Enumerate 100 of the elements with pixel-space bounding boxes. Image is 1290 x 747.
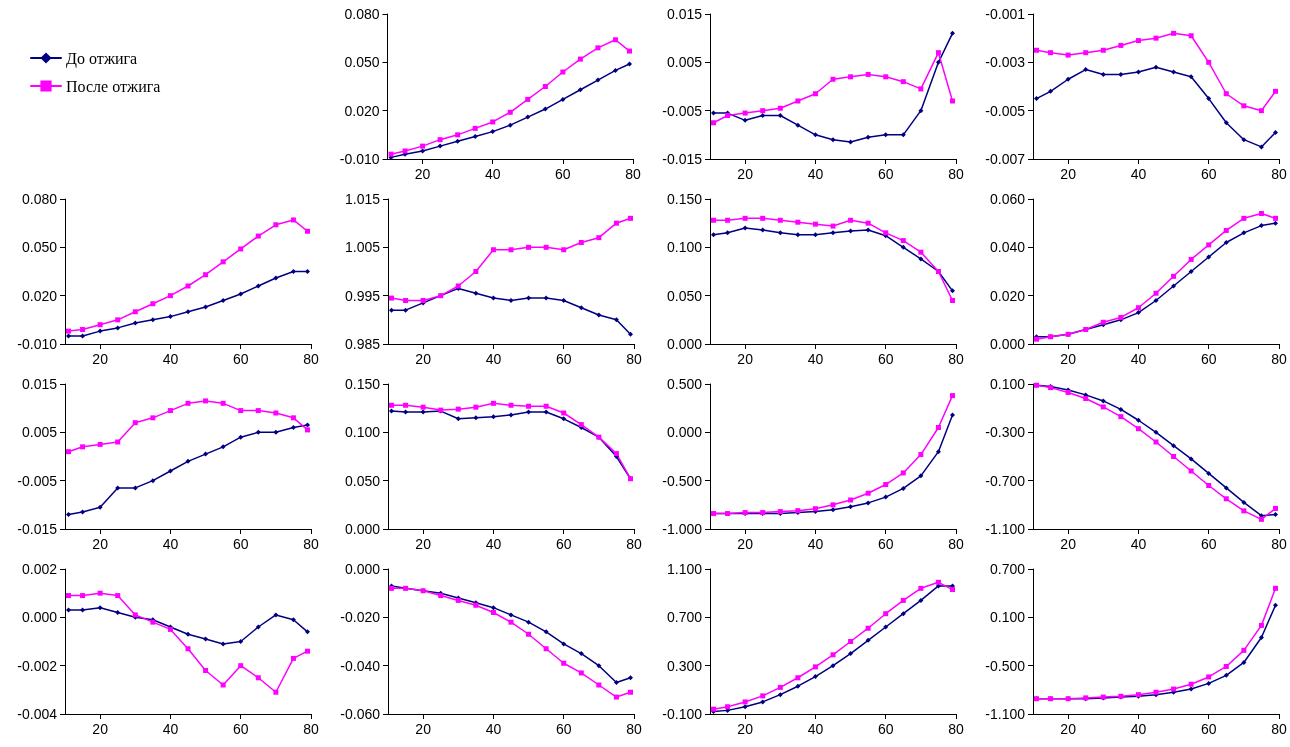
x-tick-label: 20	[92, 721, 109, 737]
x-tick-label: 60	[555, 536, 572, 552]
y-tick-label: 0.000	[666, 424, 703, 441]
y-tick-label: -0.005	[662, 102, 703, 119]
x-tick-label: 60	[1200, 166, 1217, 182]
y-tick-label: 0.080	[344, 6, 380, 22]
x-tick-label: 80	[625, 721, 642, 737]
x-tick-label: 80	[625, 351, 642, 367]
y-tick-label: -0.500	[984, 657, 1025, 674]
y-tick-label: 0.050	[344, 472, 380, 489]
y-tick-label: 0.050	[21, 239, 58, 256]
x-tick-label: 40	[1130, 166, 1146, 182]
y-tick-label: 0.002	[21, 561, 58, 577]
y-tick-label: 0.300	[666, 657, 703, 674]
x-tick-label: 40	[484, 166, 501, 182]
x-tick-label: 40	[162, 351, 179, 367]
x-tick-label: 60	[1200, 536, 1217, 552]
x-tick-label: 80	[1270, 351, 1287, 367]
y-tick-label: 0.150	[666, 191, 703, 207]
legend-label: До отжига	[66, 49, 138, 68]
x-tick-label: 60	[1200, 351, 1217, 367]
y-tick-label: 0.020	[21, 287, 58, 304]
x-tick-label: 40	[485, 536, 501, 552]
x-tick-label: 60	[555, 351, 572, 367]
y-tick-label: 0.700	[666, 609, 703, 626]
y-tick-label: -1.000	[662, 521, 703, 537]
y-tick-label: 0.050	[666, 287, 703, 304]
x-tick-label: 20	[414, 166, 431, 182]
x-tick-label: 80	[1270, 536, 1287, 552]
x-tick-label: 80	[303, 536, 319, 552]
x-tick-label: 80	[625, 536, 642, 552]
x-tick-label: 40	[1130, 351, 1146, 367]
y-tick-label: -1.100	[984, 706, 1025, 722]
x-tick-label: 60	[877, 536, 894, 552]
y-tick-label: 0.000	[666, 336, 703, 352]
y-tick-label: 0.995	[344, 287, 380, 304]
y-tick-label: -0.007	[984, 151, 1025, 167]
x-tick-label: 20	[414, 536, 431, 552]
y-tick-label: -0.015	[17, 521, 58, 537]
y-tick-label: 0.015	[21, 376, 58, 392]
y-tick-label: 1.015	[344, 191, 380, 207]
y-tick-label: 0.040	[989, 239, 1025, 256]
x-tick-label: 20	[737, 351, 754, 367]
y-tick-label: 0.060	[989, 191, 1025, 207]
y-tick-label: -0.040	[339, 657, 380, 674]
y-tick-label: 0.985	[344, 336, 380, 352]
x-tick-label: 60	[232, 721, 249, 737]
x-tick-label: 40	[807, 351, 824, 367]
y-tick-label: -0.700	[984, 472, 1025, 489]
x-tick-label: 20	[1059, 166, 1076, 182]
y-tick-label: -0.002	[17, 657, 58, 674]
y-tick-label: -0.060	[339, 706, 380, 722]
y-tick-label: 0.100	[344, 424, 380, 441]
x-tick-label: 60	[232, 351, 249, 367]
x-tick-label: 20	[1059, 536, 1076, 552]
x-tick-label: 40	[1130, 721, 1146, 737]
x-tick-label: 60	[555, 721, 572, 737]
y-tick-label: 0.020	[989, 287, 1025, 304]
legend-label: После отжига	[66, 77, 161, 95]
y-tick-label: 0.050	[344, 54, 380, 71]
y-tick-label: -0.005	[17, 472, 58, 489]
x-tick-label: 80	[948, 166, 964, 182]
x-tick-label: 20	[92, 351, 109, 367]
y-tick-label: -0.015	[662, 151, 703, 167]
y-tick-label: -0.020	[339, 609, 380, 626]
x-tick-label: 40	[162, 536, 179, 552]
x-tick-label: 80	[1270, 166, 1287, 182]
y-tick-label: 0.015	[666, 6, 703, 22]
x-tick-label: 60	[877, 166, 894, 182]
x-tick-label: 40	[807, 166, 824, 182]
y-tick-label: 0.000	[344, 561, 380, 577]
y-tick-label: 0.700	[989, 561, 1025, 577]
x-tick-label: 80	[948, 351, 964, 367]
y-tick-label: -0.005	[984, 102, 1025, 119]
y-tick-label: 0.100	[666, 239, 703, 256]
y-tick-label: 0.000	[21, 609, 58, 626]
y-tick-label: -1.100	[984, 521, 1025, 537]
y-tick-label: -0.100	[662, 706, 703, 722]
y-tick-label: 0.005	[21, 424, 58, 441]
y-tick-label: 0.100	[989, 609, 1025, 626]
x-tick-label: 20	[737, 166, 754, 182]
x-tick-label: 80	[625, 166, 641, 182]
y-tick-label: 0.100	[989, 376, 1025, 392]
x-tick-label: 40	[1130, 536, 1146, 552]
y-tick-label: -0.010	[339, 151, 380, 167]
x-tick-label: 60	[555, 166, 571, 182]
y-tick-label: 0.005	[666, 54, 703, 71]
x-tick-label: 60	[877, 721, 894, 737]
y-tick-label: 0.150	[344, 376, 380, 392]
x-tick-label: 20	[1059, 721, 1076, 737]
y-tick-label: -0.003	[984, 54, 1025, 71]
x-tick-label: 20	[414, 721, 431, 737]
x-tick-label: 20	[737, 721, 754, 737]
x-tick-label: 40	[807, 536, 824, 552]
x-tick-label: 20	[414, 351, 431, 367]
x-tick-label: 60	[877, 351, 894, 367]
y-tick-label: 0.020	[344, 102, 380, 119]
y-tick-label: -0.010	[17, 336, 58, 352]
x-tick-label: 80	[1270, 721, 1287, 737]
x-tick-label: 20	[737, 536, 754, 552]
